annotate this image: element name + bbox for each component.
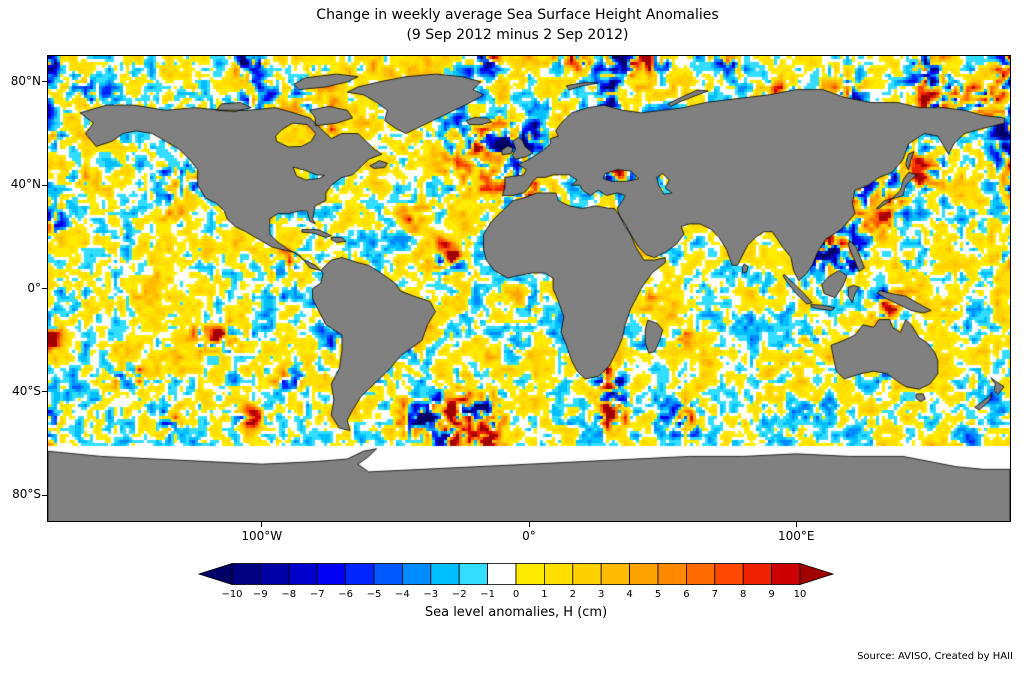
lon-tick-label: 100°W xyxy=(241,529,283,543)
colorbar-tick-label: 0 xyxy=(512,589,520,600)
lat-tick-mark xyxy=(42,81,47,83)
lat-tick-mark xyxy=(42,494,47,496)
colorbar-bin xyxy=(771,563,801,585)
chart-subtitle: (9 Sep 2012 minus 2 Sep 2012) xyxy=(406,27,629,43)
colorbar-tick-label: 10 xyxy=(793,589,807,600)
colorbar-tick-label: −8 xyxy=(281,589,297,600)
colorbar-tick-label: −6 xyxy=(338,589,353,600)
colorbar-tick-label: 3 xyxy=(598,589,605,600)
colorbar-tick-label: −10 xyxy=(221,589,243,600)
colorbar-tick-label: −3 xyxy=(423,589,439,600)
colorbar-bin xyxy=(316,563,346,585)
lat-tick-mark xyxy=(42,391,47,393)
colorbar-bin xyxy=(685,563,716,585)
lon-tick-label: 100°E xyxy=(777,529,815,543)
map-plot-area xyxy=(47,55,1011,522)
lat-tick-label: 40°S xyxy=(12,383,41,398)
colorbar-bin xyxy=(515,563,545,585)
colorbar-gradient xyxy=(198,563,834,585)
colorbar-bin xyxy=(260,563,290,585)
lon-tick-mark xyxy=(261,522,263,527)
source-credit: Source: AVISO, Created by HAII xyxy=(857,651,1013,662)
colorbar-over-arrow xyxy=(799,563,834,585)
colorbar-tick-label: 8 xyxy=(740,589,747,600)
sea-surface-height-anomaly-map xyxy=(48,56,1010,521)
colorbar-tick-label: −4 xyxy=(395,589,410,600)
lat-tick-label: 0° xyxy=(27,280,41,295)
colorbar-tick-label: −1 xyxy=(480,589,495,600)
colorbar-bin xyxy=(629,563,659,585)
colorbar-tick-label: 2 xyxy=(569,589,576,600)
colorbar-label: Sea level anomalies, H (cm) xyxy=(424,605,608,620)
colorbar-tick-label: −2 xyxy=(451,589,467,600)
colorbar-bin xyxy=(373,563,403,585)
colorbar-tick-label: 9 xyxy=(768,589,775,600)
chart-title: Change in weekly average Sea Surface Hei… xyxy=(316,7,719,23)
colorbar-bin xyxy=(742,563,773,585)
colorbar-bin xyxy=(714,563,744,585)
colorbar-bin xyxy=(543,563,574,585)
lat-tick-label: 80°S xyxy=(12,487,41,502)
colorbar-under-arrow xyxy=(198,563,233,585)
colorbar-tick-label: 4 xyxy=(626,589,633,600)
colorbar-bin xyxy=(600,563,631,585)
lat-tick-label: 80°N xyxy=(10,73,41,88)
colorbar-bin xyxy=(231,563,261,585)
colorbar-bin xyxy=(487,563,517,585)
lat-tick-mark xyxy=(42,288,47,289)
colorbar-bin xyxy=(430,563,460,585)
colorbar-bin xyxy=(345,563,375,585)
colorbar-tick-label: 1 xyxy=(541,589,548,600)
lon-tick-label: 0° xyxy=(522,529,536,543)
colorbar-tick-label: 7 xyxy=(711,589,718,600)
lon-tick-mark xyxy=(528,522,530,527)
lat-tick-mark xyxy=(42,184,47,186)
colorbar-tick-label: −5 xyxy=(366,589,382,600)
colorbar-bin xyxy=(572,563,602,585)
colorbar-tick-label: −7 xyxy=(309,589,325,600)
lat-tick-label: 40°N xyxy=(10,177,41,192)
colorbar-bin xyxy=(458,563,489,585)
colorbar-bin xyxy=(401,563,432,585)
colorbar-tick-label: 6 xyxy=(683,589,690,600)
lon-tick-mark xyxy=(795,522,797,527)
colorbar-tick-label: 5 xyxy=(654,589,662,600)
colorbar-bin xyxy=(657,563,687,585)
colorbar-bin xyxy=(288,563,318,585)
colorbar-tick-label: −9 xyxy=(253,589,268,600)
